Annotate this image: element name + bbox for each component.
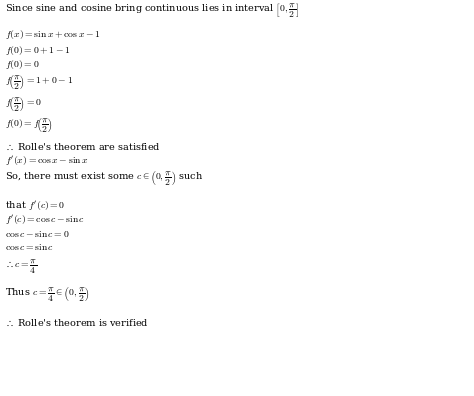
Text: $f'(x) = \cos x - \sin x$: $f'(x) = \cos x - \sin x$ <box>5 154 89 168</box>
Text: $f\!\left(\dfrac{\pi}{2}\right) = 1 + 0 - 1$: $f\!\left(\dfrac{\pi}{2}\right) = 1 + 0 … <box>5 74 73 92</box>
Text: $f(0) = 0$: $f(0) = 0$ <box>5 58 39 70</box>
Text: So, there must exist some $c \in \left(0, \dfrac{\pi}{2}\right)$ such: So, there must exist some $c \in \left(0… <box>5 170 203 188</box>
Text: Thus $c = \dfrac{\pi}{4} \in \left(0, \dfrac{\pi}{2}\right)$: Thus $c = \dfrac{\pi}{4} \in \left(0, \d… <box>5 286 90 304</box>
Text: $f(x) = \sin x + \cos x - 1$: $f(x) = \sin x + \cos x - 1$ <box>5 29 100 41</box>
Text: $f(0) = 0 + 1 - 1$: $f(0) = 0 + 1 - 1$ <box>5 44 71 57</box>
Text: that $f'(c) = 0$: that $f'(c) = 0$ <box>5 200 65 213</box>
Text: $\therefore c = \dfrac{\pi}{4}$: $\therefore c = \dfrac{\pi}{4}$ <box>5 258 37 276</box>
Text: $f(0) = f\!\left(\dfrac{\pi}{2}\right)$: $f(0) = f\!\left(\dfrac{\pi}{2}\right)$ <box>5 117 53 135</box>
Text: $f\!\left(\dfrac{\pi}{2}\right) = 0$: $f\!\left(\dfrac{\pi}{2}\right) = 0$ <box>5 96 42 114</box>
Text: $\cos c = \sin c$: $\cos c = \sin c$ <box>5 242 54 252</box>
Text: $\therefore$ Rolle's theorem is verified: $\therefore$ Rolle's theorem is verified <box>5 318 149 328</box>
Text: $\cos c - \sin c = 0$: $\cos c - \sin c = 0$ <box>5 228 69 239</box>
Text: $f'(c) = \cos c - \sin c$: $f'(c) = \cos c - \sin c$ <box>5 214 85 227</box>
Text: Since sine and cosine bring continuous lies in interval $\left[0, \dfrac{\pi}{2}: Since sine and cosine bring continuous l… <box>5 2 299 20</box>
Text: $\therefore$ Rolle's theorem are satisfied: $\therefore$ Rolle's theorem are satisfi… <box>5 141 161 152</box>
